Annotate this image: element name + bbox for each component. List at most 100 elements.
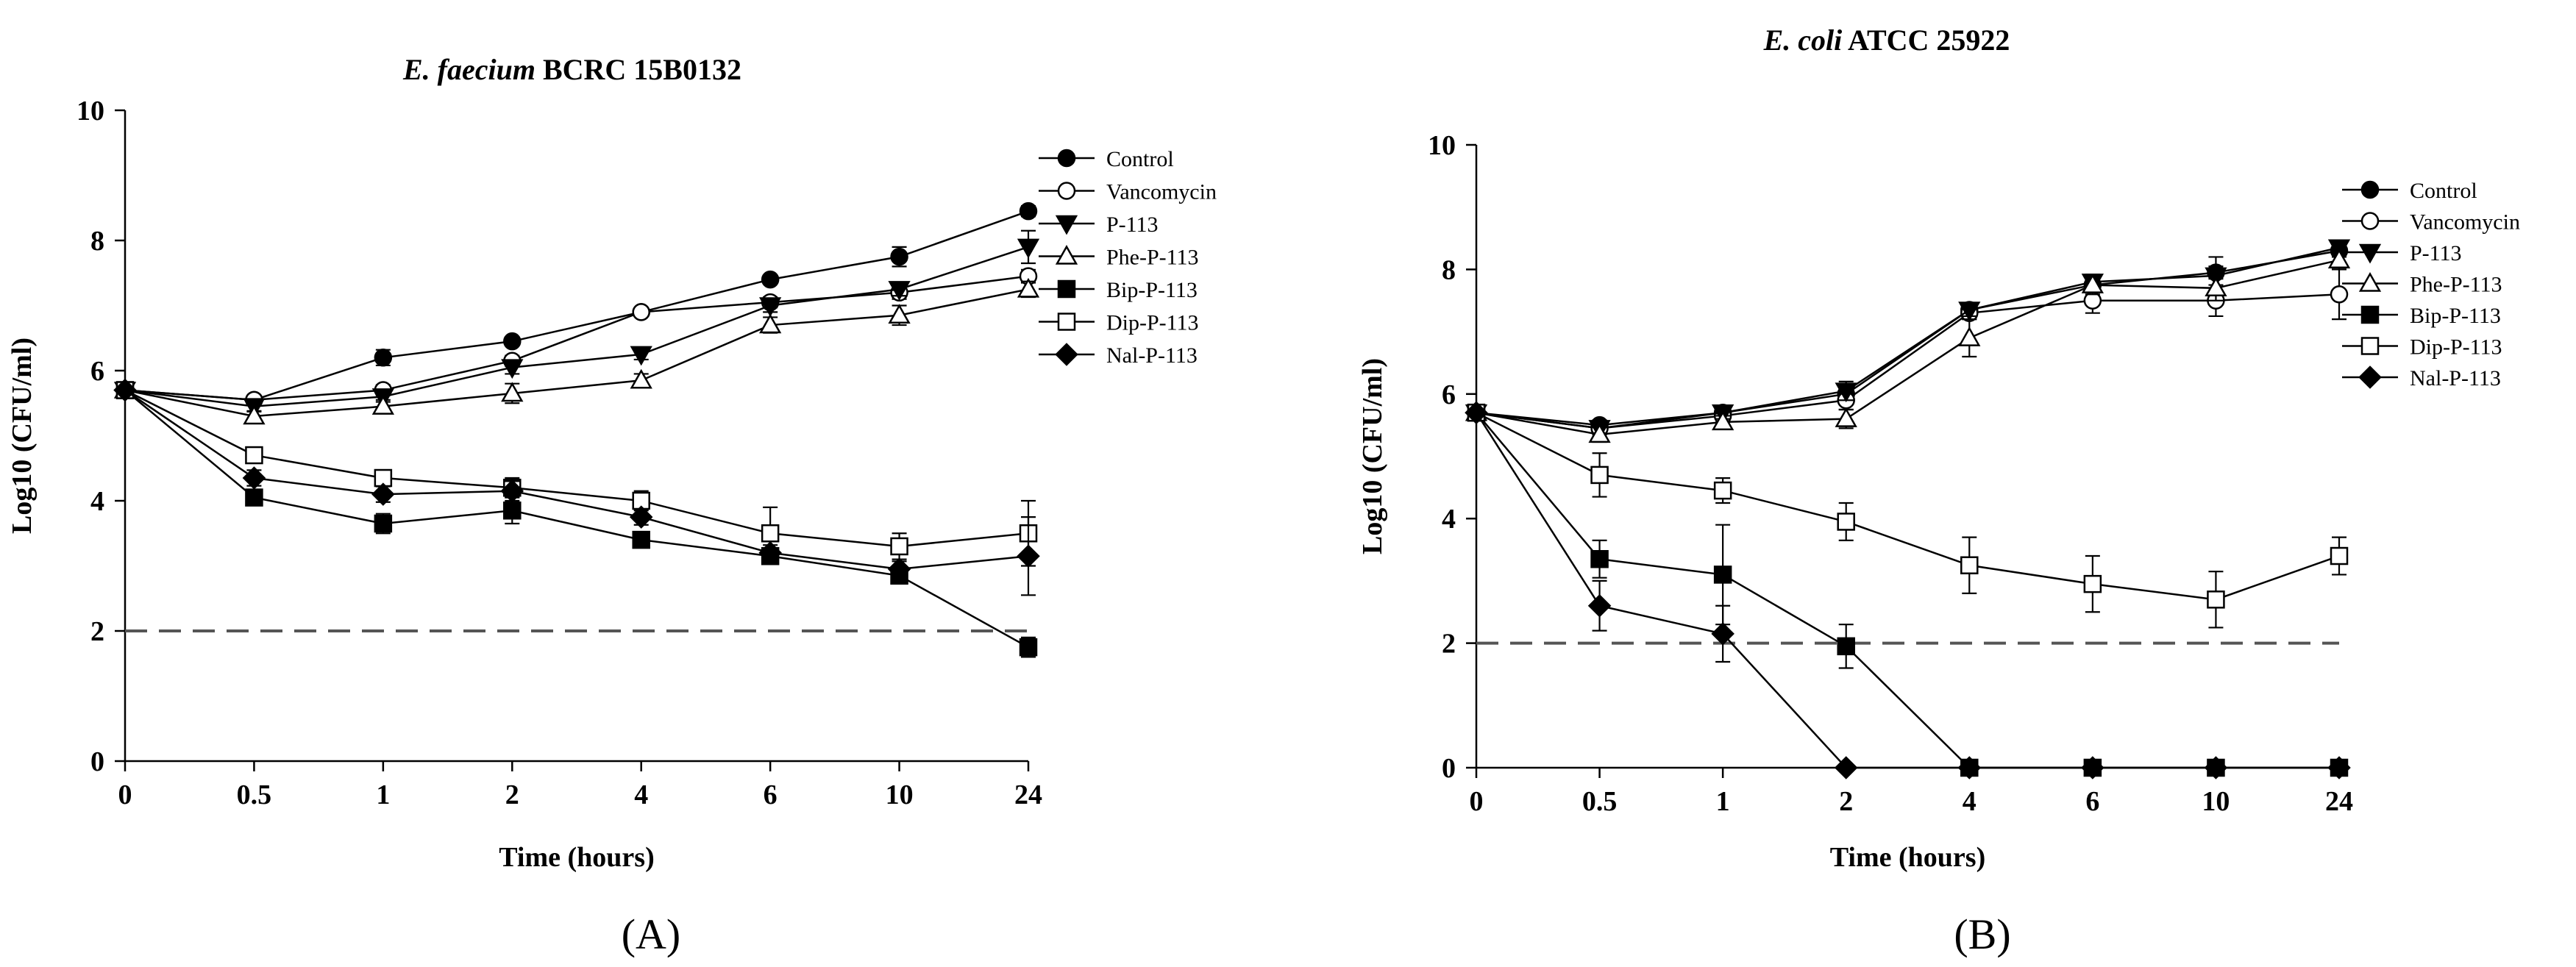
p0-data-point: [501, 382, 524, 402]
p1-data-point: [2207, 590, 2225, 609]
p0-legend-marker: [1057, 279, 1076, 299]
p0-series-line: [124, 389, 1029, 649]
p0-series-p-113: [113, 229, 1040, 418]
panel-b-label: (B): [1954, 910, 2010, 958]
p1-x-axis-label: Time (hours): [1830, 842, 1985, 873]
p0-legend-marker: [1057, 182, 1076, 200]
p0-data-point: [630, 346, 652, 366]
p1-data-point: [1957, 756, 1982, 779]
p1-legend-marker: [2360, 180, 2380, 199]
p1-legend-label: Nal-P-113: [2410, 366, 2501, 390]
p0-legend-label: Control: [1106, 147, 1174, 171]
p0-data-point: [242, 466, 266, 490]
p1-data-point: [2327, 249, 2351, 268]
p0-legend-marker: [1055, 244, 1078, 265]
p1-legend: Control Vancomycin P-113 Phe-P-113 Bip-P-113…: [2342, 179, 2520, 390]
p0-series-line: [124, 389, 1029, 571]
p1-data-point: [1837, 637, 1855, 656]
p0-data-point: [888, 304, 911, 324]
p1-y-axis-label: Log10 (CFU/ml): [1357, 358, 1388, 554]
p1-legend-marker: [2360, 305, 2380, 324]
p1-y-tick-label: 6: [1442, 379, 1456, 410]
p0-data-point: [1017, 544, 1040, 568]
p0-x-tick-label: 4: [634, 779, 648, 810]
p0-data-point: [759, 297, 782, 318]
p1-x-tick-label: 2: [1839, 786, 1853, 817]
p1-data-point: [2081, 274, 2104, 293]
p0-y-tick-label: 10: [77, 96, 104, 126]
p0-legend-label: P-113: [1106, 213, 1159, 237]
p0-legend-label: Nal-P-113: [1106, 343, 1198, 368]
p1-y-tick-label: 4: [1442, 504, 1456, 535]
p0-data-point: [761, 524, 780, 543]
p0-x-tick-label: 2: [505, 779, 519, 810]
p0-data-point: [1019, 201, 1038, 221]
p1-y-tick-label: 2: [1442, 629, 1456, 660]
p0-series-nal-p-113: [113, 378, 1040, 596]
p1-data-point: [1835, 407, 1857, 427]
p0-legend-label: Dip-P-113: [1106, 311, 1199, 335]
p0-data-point: [890, 537, 908, 556]
p1-data-point: [1587, 594, 1612, 618]
p1-y-tick-label: 8: [1442, 254, 1456, 285]
p0-data-point: [630, 368, 652, 389]
p1-legend-marker: [2358, 271, 2382, 292]
p1-x-tick-label: 10: [2202, 786, 2230, 817]
p1-data-point: [2330, 546, 2349, 565]
p1-data-point: [1958, 327, 1981, 346]
p0-series-line: [124, 246, 1029, 407]
p1-x-tick-label: 4: [1963, 786, 1977, 817]
p0-data-point: [1017, 238, 1040, 259]
p1-data-point: [1588, 423, 1611, 443]
p1-data-point: [2327, 756, 2351, 779]
p0-x-tick-label: 24: [1014, 779, 1042, 810]
p1-data-point: [1958, 301, 1981, 321]
p0-y-tick-label: 4: [90, 486, 104, 517]
p0-series-line: [124, 288, 1029, 418]
p0-y-tick-label: 8: [90, 226, 104, 257]
p0-data-point: [632, 303, 650, 321]
p0-x-axis-label: Time (hours): [499, 842, 654, 873]
p1-data-point: [1590, 465, 1609, 485]
p1-data-point: [1834, 756, 1858, 779]
p1-chart-title: E. coli ATCC 25922: [1763, 24, 2010, 57]
p1-series-line: [1476, 249, 2340, 427]
p0-data-point: [371, 482, 395, 506]
p1-data-point: [1713, 565, 1732, 584]
p1-series-phe-p-113: [1465, 249, 2351, 443]
p0-data-point: [243, 404, 266, 425]
p1-data-point: [1837, 513, 1855, 531]
p0-legend: Control Vancomycin P-113 Phe-P-113 Bip-P-113…: [1039, 147, 1217, 368]
p0-data-point: [113, 378, 137, 402]
p1-data-point: [2083, 574, 2102, 593]
p0-y-tick-label: 6: [90, 356, 104, 387]
p0-data-point: [629, 505, 653, 529]
p0-legend-label: Bip-P-113: [1106, 278, 1198, 302]
p1-series-line: [1476, 259, 2340, 436]
p1-legend-label: Control: [2410, 179, 2477, 203]
p0-series-line: [124, 210, 1029, 402]
p1-series-line: [1475, 412, 2339, 769]
p1-data-point: [1711, 622, 1734, 646]
p0-y-axis-label: Log10 (CFU/ml): [7, 338, 38, 534]
p0-x-tick-label: 0.5: [237, 779, 272, 810]
p0-data-point: [374, 514, 393, 533]
p1-data-point: [1590, 550, 1609, 568]
p1-legend-marker: [2360, 212, 2380, 230]
p1-y-tick-label: 0: [1442, 753, 1456, 784]
p1-series-line: [1476, 246, 2340, 429]
p1-x-tick-label: 0: [1470, 786, 1484, 817]
p0-data-point: [758, 541, 782, 565]
p1-data-point: [1960, 556, 1979, 574]
p0-y-tick-label: 0: [90, 746, 104, 777]
p0-x-tick-label: 1: [376, 779, 390, 810]
p1-legend-marker: [2360, 337, 2380, 355]
p0-data-point: [501, 359, 524, 379]
p1-x-tick-label: 1: [1716, 786, 1730, 817]
p0-chart-title: E. faecium BCRC 15B0132: [402, 53, 741, 86]
p0-data-point: [503, 332, 522, 351]
p1-legend-marker: [2358, 365, 2382, 389]
p0-legend-label: Vancomycin: [1106, 180, 1217, 204]
